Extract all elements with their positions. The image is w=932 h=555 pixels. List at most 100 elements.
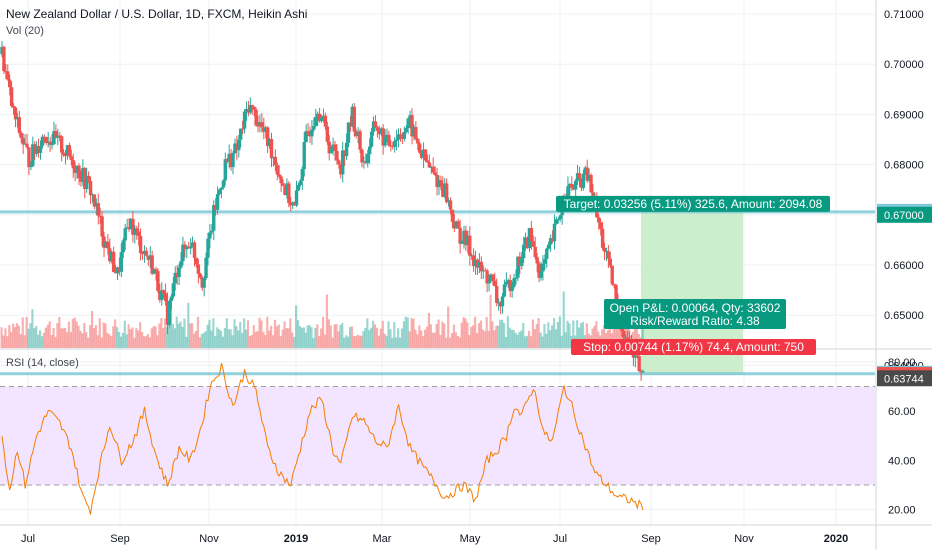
candle-body-245	[471, 255, 476, 267]
candle-210	[404, 125, 408, 134]
candle-body-61	[117, 267, 122, 272]
candle-237	[456, 218, 460, 229]
volume-bar-282	[543, 323, 546, 348]
candle-body-91	[175, 272, 179, 278]
candle-139	[267, 137, 272, 150]
candle-body-234	[450, 209, 455, 222]
candle-242	[466, 230, 470, 254]
candle-113	[217, 188, 222, 196]
volume-bar-269	[518, 331, 521, 348]
candle-25	[48, 136, 52, 153]
candle-body-315	[606, 251, 611, 259]
volume-bar-18	[35, 325, 38, 348]
candle-161	[310, 120, 314, 145]
volume-bar-112	[216, 327, 219, 348]
volume-bar-145	[279, 336, 282, 348]
candle-232	[446, 197, 451, 207]
volume-bar-137	[264, 335, 267, 348]
rsi-panel	[0, 362, 875, 515]
candle-body-167	[321, 115, 326, 118]
volume-bar-191	[368, 330, 371, 348]
volume-bar-151	[291, 332, 294, 348]
price-tick-6: 0.65000	[884, 310, 924, 322]
volume-bar-19	[37, 334, 40, 348]
candle-300	[577, 166, 582, 187]
candle-7	[13, 106, 18, 128]
candle-180	[346, 122, 351, 148]
candle-body-95	[183, 244, 187, 250]
candle-188	[362, 156, 366, 169]
candle-223	[429, 165, 433, 174]
volume-bar-63	[121, 332, 124, 348]
volume-bar-204	[393, 322, 396, 348]
candle-17	[33, 141, 37, 161]
volume-bar-162	[312, 337, 315, 348]
volume-bar-167	[321, 316, 325, 348]
candle-90	[173, 266, 177, 291]
volume-bar-95	[183, 318, 186, 348]
volume-bar-202	[389, 329, 392, 348]
volume-bar-195	[375, 327, 379, 348]
volume-bar-201	[387, 321, 390, 348]
candle-body-254	[489, 274, 493, 281]
candle-122	[235, 135, 239, 160]
candle-310	[597, 214, 601, 231]
candle-body-98	[188, 246, 193, 249]
candle-253	[487, 274, 491, 292]
volume-bar-226	[435, 324, 438, 348]
volume-bar-28	[54, 336, 57, 348]
candle-body-127	[244, 109, 249, 112]
candle-body-43	[83, 168, 87, 189]
candle-318	[612, 283, 616, 289]
candle-126	[242, 109, 247, 134]
volume-bar-78	[150, 328, 153, 348]
volume-bar-199	[383, 333, 386, 348]
volume-bar-121	[233, 319, 236, 348]
volume-bar-178	[343, 337, 346, 348]
candle-125	[240, 120, 245, 135]
candle-body-28	[54, 131, 58, 138]
volume-bar-85	[164, 318, 167, 348]
position-badges[interactable]: Target: 0.03256 (5.11%) 325.6, Amount: 2…	[556, 195, 830, 355]
candle-154	[296, 183, 301, 192]
candle-165	[317, 107, 322, 123]
candle-203	[391, 141, 395, 150]
candle-18	[34, 141, 39, 157]
candle-189	[364, 153, 368, 165]
volume-bar-47	[90, 311, 94, 348]
candle-315	[606, 245, 611, 269]
candle-205	[394, 129, 399, 151]
volume-bar-240	[462, 317, 465, 348]
target-badge-bg	[556, 195, 830, 212]
open-pnl-bg	[604, 299, 786, 329]
volume-bar-319	[614, 319, 617, 348]
candle-body-212	[408, 115, 412, 119]
volume-bar-0	[0, 327, 3, 348]
candle-121	[233, 138, 237, 155]
candle-body-118	[227, 153, 231, 162]
candle-220	[423, 149, 428, 162]
candle-295	[568, 182, 572, 196]
candle-body-105	[202, 278, 206, 288]
candle-body-103	[198, 273, 202, 278]
candle-36	[69, 149, 73, 166]
candle-body-333	[641, 371, 645, 373]
candle-body-19	[36, 146, 41, 153]
candle-body-141	[271, 156, 276, 159]
candle-116	[223, 152, 227, 186]
volume-bar-32	[62, 328, 65, 348]
candle-311	[598, 218, 603, 236]
volume-bar-102	[196, 316, 200, 348]
volume-bar-243	[468, 335, 471, 348]
time-tick-6: Jul	[553, 533, 567, 545]
price-tick-0: 0.71000	[884, 9, 924, 21]
volume-bar-146	[281, 329, 284, 348]
volume-bar-297	[572, 320, 575, 348]
candle-body-149	[287, 183, 291, 204]
candle-body-153	[294, 190, 299, 206]
volume-bar-134	[258, 317, 261, 348]
candle-body-155	[298, 180, 303, 185]
candle-85	[163, 283, 168, 306]
